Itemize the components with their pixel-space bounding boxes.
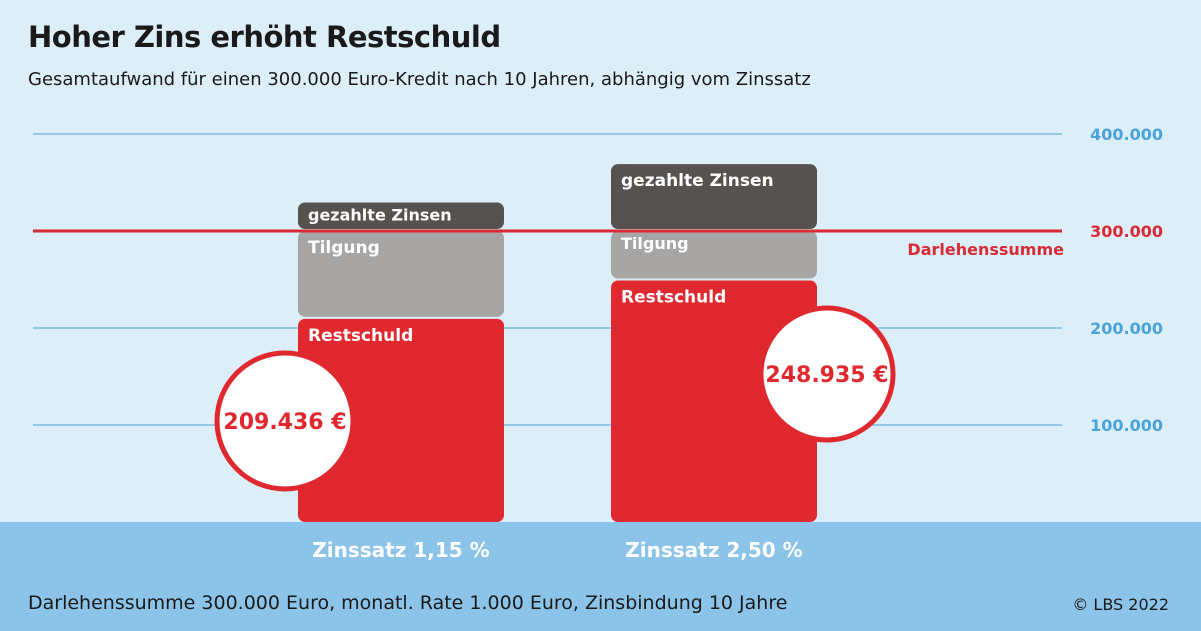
bar-segment-label: Tilgung: [308, 238, 380, 258]
category-label: Zinssatz 2,50 %: [625, 538, 802, 562]
bar-segment-label: gezahlte Zinsen: [621, 171, 774, 191]
value-circle: [758, 305, 896, 443]
value-label: 248.935 €: [765, 363, 888, 388]
bar-segment-restschuld: [298, 318, 504, 522]
footer-band: [0, 522, 1201, 631]
y-tick-label: 100.000: [1090, 416, 1163, 435]
value-label: 209.436 €: [223, 410, 346, 435]
footnote: Darlehenssumme 300.000 Euro, monatl. Rat…: [28, 592, 788, 614]
chart-title: Hoher Zins erhöht Restschuld: [28, 20, 501, 54]
bar-segment-tilgung: [298, 231, 504, 317]
y-tick-label: 400.000: [1090, 125, 1163, 144]
bar-segment-zinsen: [298, 202, 504, 229]
value-circle: [214, 350, 356, 492]
bar-segment-restschuld: [611, 280, 817, 522]
bar-segment-label: gezahlte Zinsen: [308, 205, 452, 224]
chart-subtitle: Gesamtaufwand für einen 300.000 Euro-Kre…: [28, 69, 811, 90]
bar-segment-label: Tilgung: [621, 234, 689, 253]
bar-segment-tilgung: [611, 231, 817, 279]
y-tick-label: 200.000: [1090, 319, 1163, 338]
bar-segment-label: Restschuld: [621, 288, 726, 308]
category-label: Zinssatz 1,15 %: [312, 538, 489, 562]
reference-line-label: Darlehenssumme: [907, 240, 1064, 259]
y-tick-label: 300.000: [1090, 222, 1163, 241]
source-credit: © LBS 2022: [1072, 595, 1169, 614]
bar-segment-label: Restschuld: [308, 326, 413, 346]
bar-segment-zinsen: [611, 164, 817, 229]
